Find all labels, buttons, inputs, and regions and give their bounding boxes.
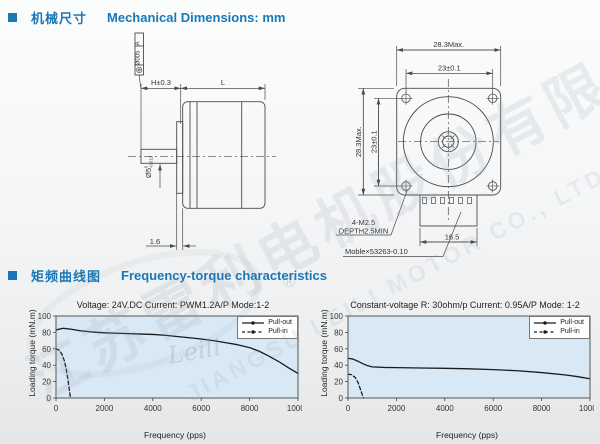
section-bullet-icon: [8, 13, 17, 22]
concentricity-icon: [136, 67, 143, 73]
center-crosshairs: [398, 79, 499, 222]
svg-text:2000: 2000: [96, 404, 114, 413]
motor-front-view-drawing: 28.3Max. 23±0.1 28.3Max. 23±0.1 4-M2.5 D…: [336, 40, 502, 257]
dimension-plate: [146, 193, 196, 250]
dim-connector-label: 16.5: [445, 233, 460, 242]
torque-chart-pwm: Voltage: 24V.DC Current: PWM1.2A/P Mode:…: [14, 300, 306, 440]
legend-row-pullin: Pull-in: [241, 327, 292, 336]
tolerance-frame: [134, 32, 144, 88]
dim-height-holes-label: 23±0.1: [370, 130, 379, 153]
mounting-holes: [399, 91, 500, 193]
dimension-width-outer: [396, 46, 502, 86]
legend-row-pullout: Pull-out: [241, 318, 292, 327]
connector-spec-label: Moble×53263-0.10: [345, 247, 408, 256]
connector-outline: [419, 194, 478, 227]
svg-text:10000: 10000: [579, 404, 594, 413]
legend-label: Pull-out: [560, 319, 584, 326]
svg-text:10000: 10000: [287, 404, 302, 413]
svg-text:60: 60: [42, 345, 51, 354]
section-title-en: Frequency-torque characteristics: [121, 268, 327, 283]
legend-row-pullout: Pull-out: [533, 318, 584, 327]
tolerance-value-label: Ø005: [136, 50, 142, 65]
torque-chart-constant-voltage: Constant-voltage R: 30ohm/p Current: 0.9…: [306, 300, 598, 440]
screw-hole-icon: [399, 91, 413, 105]
svg-text:20: 20: [42, 378, 51, 387]
solid-line-marker-icon: [242, 320, 265, 325]
svg-text:80: 80: [334, 328, 343, 337]
dashed-line-marker-icon: [534, 329, 557, 334]
motor-body-outline: [140, 101, 266, 209]
leader-lines: [336, 189, 462, 257]
svg-text:0: 0: [339, 394, 344, 403]
dimension-h: [140, 84, 182, 150]
svg-text:0: 0: [47, 394, 52, 403]
chart-legend: Pull-out Pull-in: [237, 316, 298, 339]
section-title-en: Mechanical Dimensions: mm: [107, 10, 286, 25]
svg-text:8000: 8000: [533, 404, 551, 413]
dim-plate-label: 1.6: [150, 237, 160, 246]
section-title-zh: 机械尺寸: [31, 11, 88, 26]
shaft-dia-label: Ø5 0 -0.012: [144, 155, 154, 178]
x-axis-label: Frequency (pps): [144, 430, 206, 440]
svg-text:6000: 6000: [192, 404, 210, 413]
legend-label: Pull-out: [268, 319, 292, 326]
svg-text:4000: 4000: [144, 404, 162, 413]
screw-hole-icon: [399, 179, 413, 193]
svg-text:100: 100: [38, 312, 52, 321]
dim-width-holes-label: 23±0.1: [438, 63, 461, 72]
svg-text:80: 80: [42, 328, 51, 337]
legend-label: Pull-in: [560, 328, 580, 335]
shaft-cross-icon: [441, 135, 455, 149]
motor-side-view-drawing: A Ø005 H±0.3 L Ø5 0 -0.012 1.6: [128, 32, 276, 250]
dimension-height-holes: [374, 97, 400, 187]
chart-title: Constant-voltage R: 30ohm/p Current: 0.9…: [350, 300, 580, 310]
svg-text:0: 0: [346, 404, 351, 413]
chart-legend: Pull-out Pull-in: [529, 316, 590, 339]
solid-line-marker-icon: [534, 320, 557, 325]
dimension-width-holes: [405, 69, 494, 93]
dim-h-label: H±0.3: [151, 78, 171, 87]
legend-row-pullin: Pull-in: [533, 327, 584, 336]
svg-text:Ø5: Ø5: [144, 168, 153, 178]
screw-hole-icon: [486, 179, 500, 193]
svg-text:6000: 6000: [484, 404, 502, 413]
legend-label: Pull-in: [268, 328, 288, 335]
dim-height-outer-label: 28.3Max.: [354, 126, 363, 157]
svg-text:0: 0: [144, 165, 149, 168]
svg-text:40: 40: [334, 361, 343, 370]
svg-text:60: 60: [334, 345, 343, 354]
dashed-line-marker-icon: [242, 329, 265, 334]
screw-spec-line2: DEPTH2.5MIN: [339, 227, 389, 236]
dimension-l: [180, 84, 266, 100]
svg-text:20: 20: [334, 378, 343, 387]
svg-text:-0.012: -0.012: [149, 155, 154, 168]
tolerance-datum-label: A: [136, 41, 142, 45]
x-axis-label: Frequency (pps): [436, 430, 498, 440]
chart-title: Voltage: 24V.DC Current: PWM1.2A/P Mode:…: [76, 300, 270, 310]
screw-hole-icon: [486, 91, 500, 105]
svg-text:100: 100: [330, 312, 344, 321]
dim-l-label: L: [221, 78, 225, 87]
section-header-mechanical: 机械尺寸 Mechanical Dimensions: mm: [8, 8, 285, 27]
section-bullet-icon: [8, 271, 17, 280]
screw-spec-line1: 4-M2.5: [352, 218, 375, 227]
svg-text:8000: 8000: [241, 404, 259, 413]
section-header-frequency: 矩频曲线图 Frequency-torque characteristics: [8, 266, 327, 285]
dimension-height-outer: [358, 87, 394, 196]
svg-text:40: 40: [42, 361, 51, 370]
dim-width-outer-label: 28.3Max.: [433, 40, 464, 49]
svg-text:4000: 4000: [436, 404, 454, 413]
svg-text:0: 0: [54, 404, 59, 413]
connector-pins: [422, 197, 472, 204]
svg-text:2000: 2000: [388, 404, 406, 413]
section-title-zh: 矩频曲线图: [31, 269, 102, 284]
